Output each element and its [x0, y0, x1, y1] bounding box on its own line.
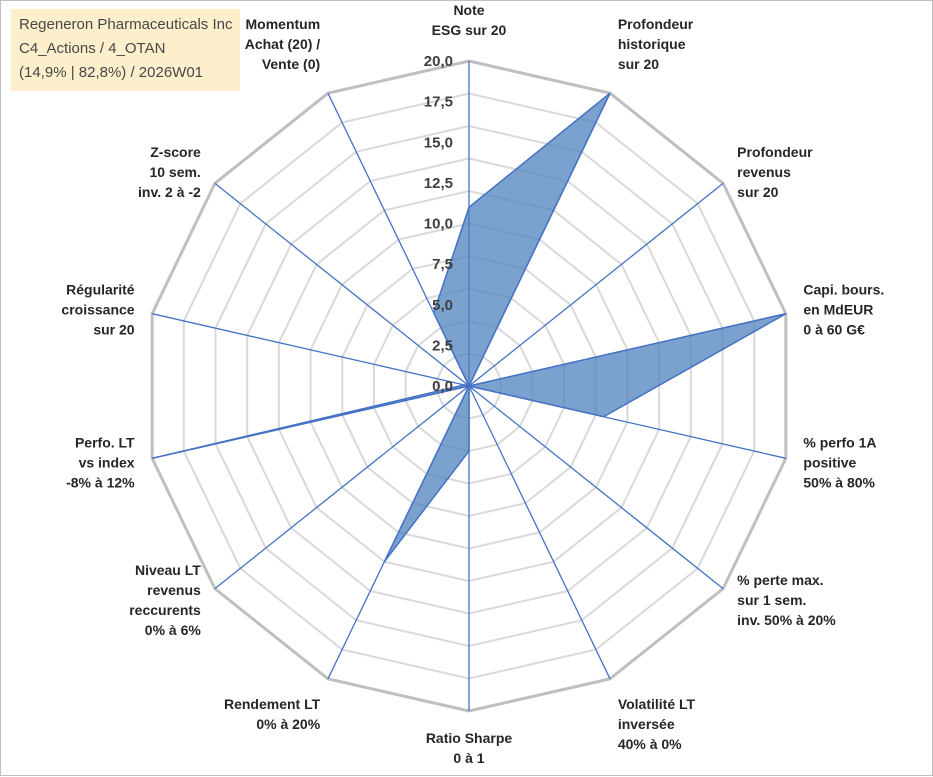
axis-label-line: sur 20 — [618, 56, 659, 72]
axis-label: Rendement LT 0% à 20% — [224, 696, 321, 732]
axis-label-line: 0% à 20% — [256, 716, 320, 732]
axis-label-line: reccurents — [129, 602, 201, 618]
tick-label: 0,0 — [432, 378, 453, 395]
axis-label-line: Volatilité LT — [618, 696, 696, 712]
radar-axis-labels: Note ESG sur 20 Profondeur historique sur 20… — [61, 2, 884, 766]
axis-label: Profondeur revenus sur 20 — [737, 144, 813, 200]
axis-label: Régularité croissance sur 20 — [61, 282, 134, 338]
axis-label-line: % perfo 1A — [803, 434, 876, 450]
axis-label-line: 40% à 0% — [618, 736, 682, 752]
chart-title-box: Regeneron Pharmaceuticals Inc C4_Actions… — [11, 9, 241, 91]
tick-label: 17,5 — [424, 94, 453, 111]
axis-spoke — [468, 385, 724, 590]
axis-spoke — [214, 385, 470, 590]
tick-label: 10,0 — [424, 216, 453, 233]
axis-label-line: inversée — [618, 716, 675, 732]
radar-series — [151, 92, 787, 563]
axis-label: Ratio Sharpe 0 à 1 — [426, 730, 513, 766]
tick-label: 7,5 — [432, 256, 453, 273]
axis-label: Note ESG sur 20 — [432, 2, 507, 38]
axis-label: Niveau LT revenus reccurents 0% à 6% — [129, 562, 201, 638]
axis-label: Profondeur historique sur 20 — [618, 16, 694, 72]
axis-label-line: Niveau LT — [135, 562, 201, 578]
axis-label-line: vs index — [79, 454, 135, 470]
axis-label-line: Achat (20) / — [245, 36, 321, 52]
axis-label-line: Profondeur — [618, 16, 694, 32]
tick-label: 5,0 — [432, 297, 453, 314]
axis-spoke — [468, 385, 611, 680]
axis-label-line: Momentum — [246, 16, 321, 32]
tick-label: 12,5 — [424, 175, 453, 192]
tick-label: 2,5 — [432, 337, 453, 354]
series-area — [151, 92, 787, 563]
axis-label-line: -8% à 12% — [66, 474, 135, 490]
axis-label-line: Z-score — [150, 144, 201, 160]
axis-label-line: revenus — [737, 164, 791, 180]
radar-tick-labels: 0,0 2,5 5,0 7,5 10,0 12,5 15,0 17,5 20,0 — [424, 53, 453, 395]
axis-label-line: croissance — [61, 302, 134, 318]
axis-label-line: inv. 2 à -2 — [138, 184, 201, 200]
axis-label-line: sur 1 sem. — [737, 592, 806, 608]
axis-label: Perfo. LT vs index -8% à 12% — [66, 434, 135, 490]
axis-label: Momentum Achat (20) / Vente (0) — [245, 16, 321, 72]
axis-label-line: 0 à 1 — [453, 750, 484, 766]
axis-spoke — [152, 313, 470, 387]
axis-label: Z-score 10 sem. inv. 2 à -2 — [138, 144, 201, 200]
axis-label-line: 10 sem. — [149, 164, 200, 180]
axis-label-line: revenus — [147, 582, 201, 598]
axis-label-line: Perfo. LT — [75, 434, 135, 450]
axis-label-line: sur 20 — [737, 184, 778, 200]
axis-spoke — [468, 182, 724, 387]
axis-label: % perfo 1A positive 50% à 80% — [803, 434, 876, 490]
axis-label-line: 0 à 60 G€ — [803, 322, 865, 338]
chart-title-line: (14,9% | 82,8%) / 2026W01 — [19, 64, 203, 81]
axis-label-line: Capi. bours. — [803, 282, 884, 298]
axis-label-line: Note — [453, 2, 484, 18]
tick-label: 15,0 — [424, 134, 453, 151]
axis-label-line: Ratio Sharpe — [426, 730, 513, 746]
axis-label-line: 50% à 80% — [803, 474, 875, 490]
axis-label: % perte max. sur 1 sem. inv. 50% à 20% — [737, 572, 836, 628]
axis-label: Volatilité LT inversée 40% à 0% — [618, 696, 696, 752]
chart-title-line: Regeneron Pharmaceuticals Inc — [19, 16, 233, 33]
tick-label: 20,0 — [424, 53, 453, 70]
axis-spoke — [214, 182, 470, 387]
axis-label-line: positive — [803, 454, 856, 470]
axis-label-line: sur 20 — [93, 322, 134, 338]
axis-label-line: Vente (0) — [262, 56, 320, 72]
axis-label-line: 0% à 6% — [145, 622, 202, 638]
axis-label-line: Régularité — [66, 282, 135, 298]
axis-label-line: historique — [618, 36, 686, 52]
axis-label-line: % perte max. — [737, 572, 823, 588]
axis-label-line: Rendement LT — [224, 696, 321, 712]
axis-label: Capi. bours. en MdEUR 0 à 60 G€ — [803, 282, 884, 338]
axis-label-line: en MdEUR — [803, 302, 873, 318]
chart-title-line: C4_Actions / 4_OTAN — [19, 40, 166, 57]
axis-label-line: ESG sur 20 — [432, 22, 507, 38]
axis-label-line: Profondeur — [737, 144, 813, 160]
axis-label-line: inv. 50% à 20% — [737, 612, 836, 628]
